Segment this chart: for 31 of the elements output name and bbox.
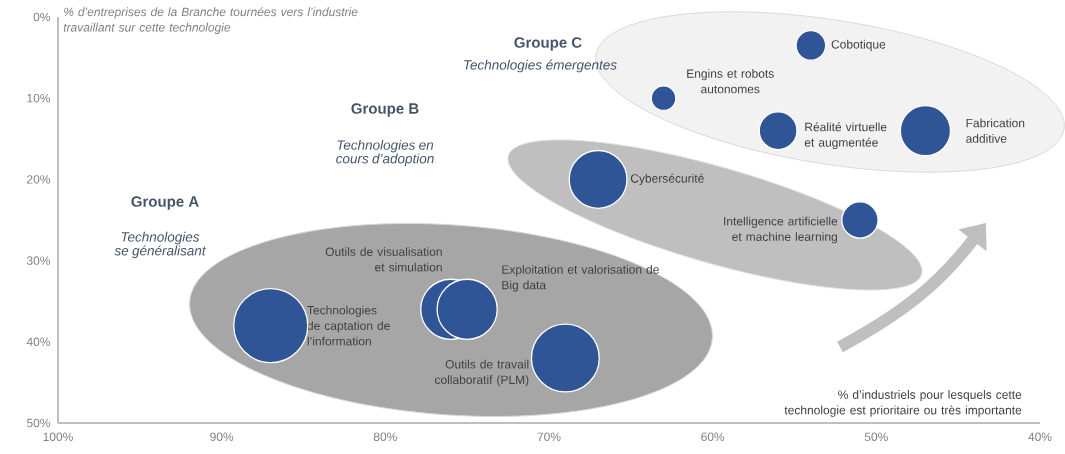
series-label: Fabrication additive: [966, 118, 1025, 143]
annotation: Groupe C: [514, 37, 582, 51]
series-label: Cybersécurité: [630, 173, 704, 186]
x-tick-label: 70%: [537, 432, 561, 442]
series-label: Outils de travail collaboratif (PLM): [434, 359, 529, 387]
series-label: Cobotique: [831, 39, 886, 52]
series-label: Intelligence artificielle et machine learning: [724, 216, 838, 244]
annotation: Technologies se généralisant: [114, 231, 207, 259]
series-label: Exploitation et valorisation de Big data: [502, 264, 659, 292]
x-tick-label: 50%: [864, 432, 888, 442]
y-tick-label: 40%: [26, 337, 51, 347]
x-tick-label: 40%: [1028, 432, 1052, 442]
y-tick-label: 10%: [27, 93, 51, 103]
series-label: Engins et robots autonomes: [687, 69, 774, 94]
x-tick-label: 60%: [701, 432, 725, 442]
annotation: Groupe B: [351, 103, 419, 117]
x-tick-label: 80%: [373, 432, 397, 442]
y-tick-label: 30%: [26, 256, 51, 265]
annotation: Technologies en cours d’adoption: [336, 139, 434, 167]
series-label: Réalité virtuelle et augmentée: [804, 122, 887, 150]
y-tick-label: 50%: [26, 418, 51, 428]
series-label: Outils de visualisation et simulation: [325, 247, 442, 272]
x-tick-label: 100%: [43, 432, 73, 442]
annotation: Groupe A: [131, 196, 199, 210]
x-tick-label: 90%: [210, 432, 234, 442]
x-axis-title: % d’industriels pour lesquels cette technologie est prioritaire ou très importante: [784, 390, 1022, 417]
y-tick-label: 20%: [27, 175, 51, 184]
y-tick-label: 0%: [33, 12, 51, 22]
y-axis-title: % d’entreprises de la Branche tournées vers l’industrie travaillant sur cette technologie: [63, 7, 358, 35]
annotation: Technologies émergentes: [464, 59, 617, 73]
series-label: Technologies de captation de l’information: [307, 305, 390, 346]
